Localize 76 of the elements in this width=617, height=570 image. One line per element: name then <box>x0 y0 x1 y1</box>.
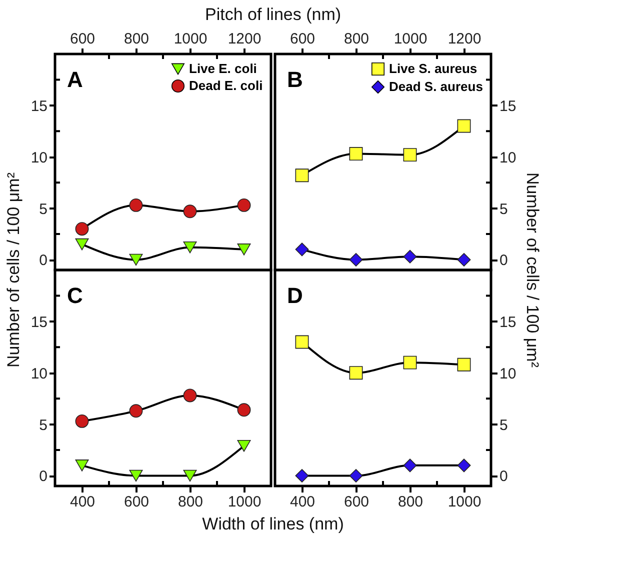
x-tick-label: 600 <box>290 30 316 48</box>
point <box>237 403 251 417</box>
x-tick-label: 800 <box>398 494 424 510</box>
x-tick-label: 800 <box>344 30 370 48</box>
legend-label: Live E. coli <box>189 61 257 76</box>
point <box>457 358 471 372</box>
point <box>129 198 143 212</box>
y-tick-label: 0 <box>500 468 508 486</box>
x-tick-label: 1200 <box>228 30 262 48</box>
point <box>403 356 417 370</box>
point <box>457 119 471 133</box>
point <box>295 168 309 182</box>
annotation: C <box>67 283 83 308</box>
point <box>183 470 197 482</box>
y-tick-label: 10 <box>30 365 48 382</box>
y-tick-label: 5 <box>500 200 508 218</box>
y-tick-label: 15 <box>30 98 48 115</box>
y-axis-title: Number of cells / 100 μm² <box>4 172 24 368</box>
point <box>129 404 143 418</box>
point <box>237 198 251 212</box>
x-tick-label: 1000 <box>394 30 428 48</box>
point <box>183 388 197 402</box>
x-tick-label: 1000 <box>448 494 482 510</box>
point <box>295 242 309 256</box>
point <box>349 252 363 266</box>
x-tick-label: 1200 <box>448 30 482 48</box>
point <box>457 458 471 472</box>
y-tick-label: 10 <box>500 149 516 166</box>
x-tick-label: 800 <box>178 494 204 510</box>
point <box>75 414 89 428</box>
point <box>457 252 471 266</box>
y-tick-label: 0 <box>39 468 48 486</box>
y-tick-label: 15 <box>30 314 48 331</box>
point <box>349 468 363 482</box>
point <box>349 366 363 380</box>
x-axis-title: Pitch of lines (nm) <box>204 4 342 24</box>
point <box>403 458 417 472</box>
point <box>349 147 363 160</box>
y-tick-label: 15 <box>500 314 516 331</box>
x-tick-label: 1000 <box>174 30 208 48</box>
y-tick-label: 10 <box>500 365 516 382</box>
x-axis-title: Width of lines (nm) <box>202 514 344 534</box>
y-tick-label: 0 <box>39 252 48 270</box>
x-tick-label: 1000 <box>228 494 262 510</box>
legend-label: Dead E. coli <box>189 78 263 93</box>
x-tick-label: 400 <box>70 494 96 510</box>
x-tick-label: 400 <box>290 494 316 510</box>
point <box>75 460 89 472</box>
x-tick-label: 600 <box>70 30 96 48</box>
legend-label: Live S. aureus <box>389 61 478 76</box>
point <box>129 254 143 266</box>
point <box>183 204 197 218</box>
annotation: A <box>67 67 83 92</box>
y-tick-label: 15 <box>500 98 516 115</box>
point <box>295 335 309 349</box>
y-tick-label: 5 <box>39 416 48 434</box>
x-tick-label: 600 <box>344 494 370 510</box>
y-tick-label: 10 <box>30 149 48 166</box>
point <box>75 222 89 236</box>
point <box>403 250 417 264</box>
y-axis-title: Number of cells / 100 μm² <box>522 172 542 368</box>
point <box>295 468 309 482</box>
y-tick-label: 5 <box>39 200 48 218</box>
y-tick-label: 5 <box>500 416 508 434</box>
annotation: D <box>287 283 303 308</box>
point <box>183 241 197 254</box>
x-tick-label: 800 <box>124 30 150 48</box>
point <box>129 470 143 482</box>
point <box>237 440 251 452</box>
annotation: B <box>287 67 303 92</box>
x-tick-label: 600 <box>124 494 150 510</box>
point <box>75 238 89 250</box>
point <box>403 148 417 162</box>
y-tick-label: 0 <box>500 252 508 270</box>
point <box>237 244 251 256</box>
legend-label: Dead S. aureus <box>389 79 483 94</box>
